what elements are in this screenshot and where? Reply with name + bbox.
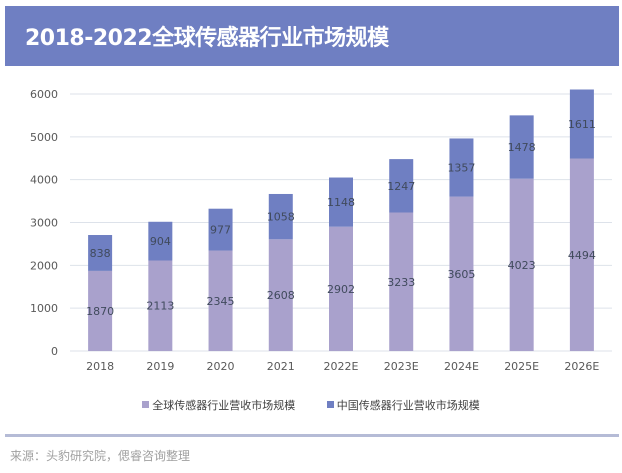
bar-china (88, 235, 113, 271)
legend-item-global[interactable]: 全球传感器行业营收市场规模 (142, 397, 295, 413)
title-bar: 2018-2022全球传感器行业市场规模 (5, 6, 619, 66)
data-label-global: 2902 (327, 283, 355, 296)
legend-swatch-china (326, 401, 334, 408)
bar-china (569, 89, 594, 159)
x-tick-label: 2018 (86, 360, 114, 373)
x-tick-label: 2026E (564, 360, 599, 373)
bar-china (389, 159, 414, 213)
data-label-china: 838 (90, 247, 111, 260)
data-label-china: 904 (150, 235, 171, 248)
y-tick-label: 5000 (30, 131, 58, 144)
bar-china (148, 221, 173, 261)
bar-global (449, 196, 474, 351)
bars (88, 89, 594, 351)
chart-title: 2018-2022全球传感器行业市场规模 (25, 26, 389, 51)
x-tick-label: 2020 (207, 360, 235, 373)
data-label-china: 1058 (267, 211, 295, 224)
x-tick-label: 2024E (444, 360, 479, 373)
y-axis-ticks: 0 1000 2000 3000 4000 5000 6000 (30, 88, 58, 358)
x-axis-ticks: 2018 2019 2020 2021 2022E 2023E 2024E 2025E 2026… (86, 360, 599, 373)
bar-china (208, 208, 233, 251)
bar-china (509, 115, 534, 179)
data-label-global: 2345 (207, 295, 235, 308)
data-label-global: 4494 (568, 249, 596, 262)
bar-global (329, 226, 353, 351)
x-tick-label: 2019 (146, 360, 174, 373)
bar-global (509, 178, 534, 351)
data-label-china: 1611 (568, 118, 596, 131)
data-label-china: 1357 (447, 162, 475, 175)
data-label-china: 1478 (508, 141, 536, 154)
data-label-global: 3233 (387, 276, 415, 289)
y-tick-label: 4000 (30, 174, 58, 187)
bar-global (389, 212, 414, 351)
bar-global (208, 250, 233, 351)
data-label-china: 1148 (327, 196, 355, 209)
data-label-global: 2113 (146, 300, 174, 313)
data-label-global: 4023 (508, 259, 536, 272)
x-tick-label: 2025E (504, 360, 539, 373)
bar-global (569, 158, 594, 351)
data-label-global: 3605 (447, 268, 475, 281)
y-tick-label: 0 (51, 345, 58, 358)
stacked-bar-chart: 0 1000 2000 3000 4000 5000 6000 1870 838 2113 904… (30, 88, 612, 373)
bar-global (148, 260, 173, 351)
bar-china (449, 138, 474, 197)
x-tick-label: 2021 (267, 360, 295, 373)
bar-china (329, 177, 353, 227)
data-labels: 1870 838 2113 904 2345 977 2608 1058 2902 1148 323… (86, 118, 596, 318)
x-tick-label: 2022E (324, 360, 359, 373)
data-label-china: 1247 (387, 180, 415, 193)
y-tick-label: 1000 (30, 302, 58, 315)
y-tick-label: 3000 (30, 217, 58, 230)
data-label-china: 977 (210, 224, 231, 237)
y-tick-label: 2000 (30, 259, 58, 272)
legend-item-china[interactable]: 中国传感器行业营收市场规模 (326, 397, 480, 413)
data-label-global: 2608 (267, 289, 295, 302)
source-note: 来源：头豹研究院，偲睿咨询整理 (10, 449, 191, 463)
bar-global (268, 239, 293, 351)
bar-china (268, 193, 293, 240)
legend-swatch-global (142, 401, 150, 408)
y-tick-label: 6000 (30, 88, 58, 101)
legend-label-china: 中国传感器行业营收市场规模 (336, 399, 480, 412)
x-tick-label: 2023E (384, 360, 419, 373)
data-label-global: 1870 (86, 305, 114, 318)
legend-label-global: 全球传感器行业营收市场规模 (152, 399, 296, 412)
legend: 全球传感器行业营收市场规模 中国传感器行业营收市场规模 (0, 397, 622, 413)
bar-global (88, 270, 113, 351)
footer-divider (5, 434, 619, 437)
